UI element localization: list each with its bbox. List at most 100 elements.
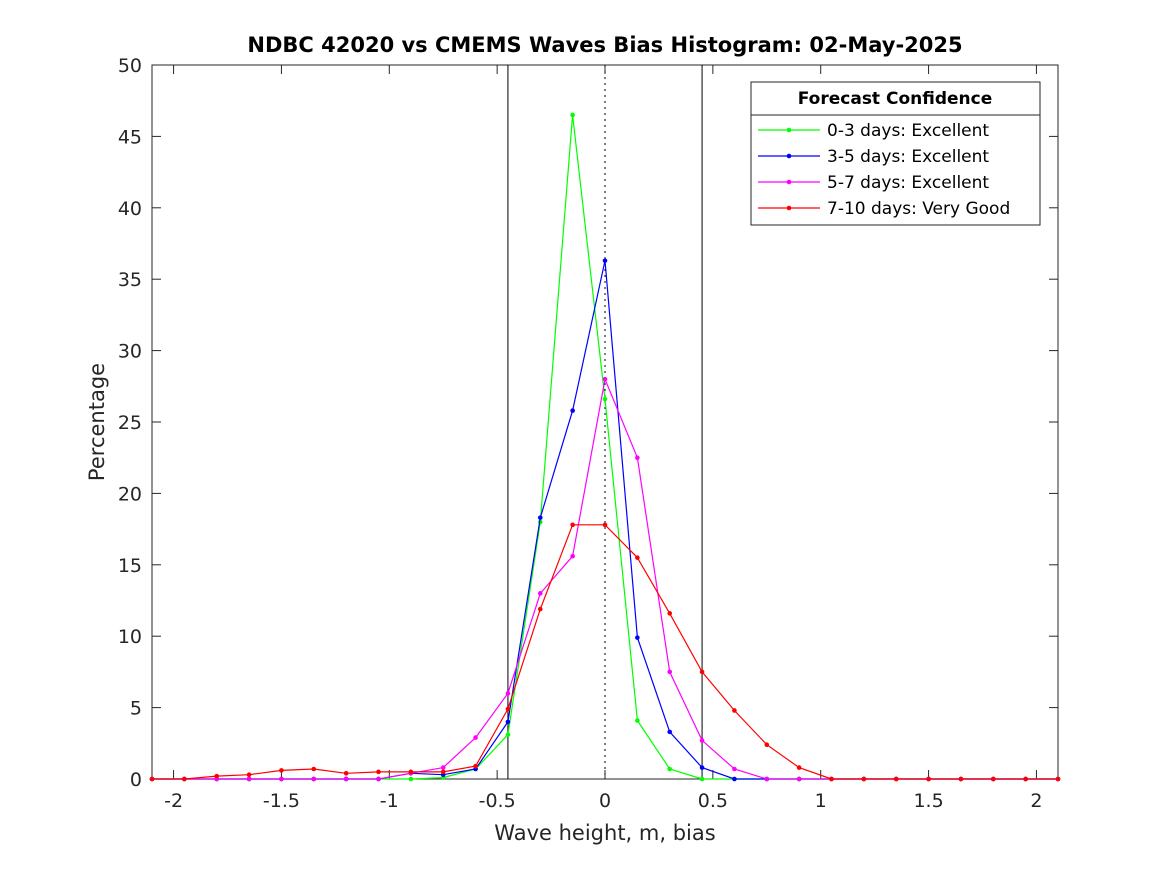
data-point (537, 606, 543, 612)
y-tick-label: 5 (130, 698, 142, 720)
data-point (570, 112, 575, 118)
data-point (829, 776, 834, 782)
data-point (764, 776, 770, 782)
legend-entry-label: 7-10 days: Very Good (827, 199, 1010, 219)
reference-lines (507, 65, 703, 779)
data-point (602, 258, 608, 263)
data-point (149, 776, 155, 782)
data-point (570, 553, 575, 559)
data-point (635, 455, 640, 461)
x-tick-label: -0.5 (479, 790, 516, 812)
data-point (376, 776, 381, 782)
data-point (505, 719, 511, 725)
data-point (505, 706, 511, 712)
data-point (279, 768, 284, 773)
data-point (1023, 776, 1028, 782)
x-axis-ticks: -2 -1.5 -1 -0.5 0 0.5 1 1.5 2 (164, 65, 1042, 812)
data-point (376, 769, 381, 775)
legend-marker (786, 127, 792, 133)
data-point (861, 776, 867, 782)
legend-entry-label: 5-7 days: Excellent (827, 173, 989, 193)
data-point (440, 769, 446, 775)
y-tick-label: 35 (118, 269, 142, 291)
data-point (699, 765, 705, 770)
data-point (602, 376, 608, 382)
x-tick-label: 0 (599, 790, 611, 812)
data-point (408, 769, 414, 775)
legend-box (750, 81, 1041, 226)
legend-entry-label: 3-5 days: Excellent (827, 147, 989, 167)
chart-title: NDBC 42020 vs CMEMS Waves Bias Histogram… (247, 33, 962, 57)
data-point (440, 765, 446, 770)
data-point (667, 669, 673, 675)
y-axis-ticks: 0 5 10 15 20 25 30 35 40 45 50 (118, 55, 1058, 791)
x-tick-label: -1 (380, 790, 399, 812)
y-tick-label: 50 (118, 55, 142, 77)
y-tick-label: 0 (130, 769, 142, 791)
x-tick-label: 1.5 (913, 790, 943, 812)
data-point (505, 691, 511, 696)
data-point (764, 742, 770, 748)
data-point (214, 773, 220, 779)
legend-marker (786, 205, 792, 211)
data-point (699, 776, 705, 782)
data-point (473, 763, 478, 769)
data-point (893, 776, 899, 782)
legend-title: Forecast Confidence (798, 89, 993, 109)
data-point (796, 776, 802, 782)
series-3 (149, 522, 1061, 782)
x-tick-label: 1 (815, 790, 827, 812)
y-tick-label: 15 (118, 555, 142, 577)
data-point (311, 766, 317, 772)
data-point (602, 396, 608, 402)
data-point (635, 718, 640, 723)
data-point (246, 776, 252, 782)
data-point (699, 669, 705, 675)
series-group (149, 112, 1061, 782)
data-point (732, 708, 737, 713)
data-point (279, 776, 284, 782)
y-tick-label: 25 (118, 412, 142, 434)
x-tick-label: -1.5 (263, 790, 300, 812)
data-point (473, 735, 478, 740)
data-point (537, 515, 543, 520)
data-point (602, 522, 608, 528)
x-tick-label: 0.5 (698, 790, 728, 812)
legend-entries: 0-3 days: Excellent 3-5 days: Excellent 5-… (758, 121, 1010, 219)
data-point (667, 729, 673, 735)
y-tick-label: 30 (118, 341, 142, 363)
data-point (343, 776, 349, 782)
y-tick-label: 45 (118, 126, 142, 148)
legend-entry-label: 0-3 days: Excellent (827, 121, 989, 141)
data-point (732, 776, 737, 782)
data-point (311, 776, 317, 782)
legend-marker (786, 179, 792, 185)
data-point (408, 776, 414, 782)
data-point (570, 408, 575, 413)
data-point (796, 765, 802, 770)
y-tick-label: 10 (118, 626, 142, 648)
y-axis-label: Percentage (85, 363, 109, 481)
data-point (537, 591, 543, 596)
data-point (990, 776, 996, 782)
data-point (926, 776, 931, 782)
data-point (958, 776, 964, 782)
y-tick-label: 40 (118, 198, 142, 220)
data-point (732, 766, 737, 772)
data-point (667, 611, 673, 616)
data-point (246, 772, 252, 778)
data-point (635, 555, 640, 560)
x-axis-label: Wave height, m, bias (494, 821, 715, 845)
data-point (699, 738, 705, 743)
data-point (570, 522, 575, 528)
legend-marker (786, 153, 792, 159)
x-tick-label: 2 (1030, 790, 1042, 812)
data-point (182, 776, 187, 782)
y-tick-label: 20 (118, 483, 142, 505)
data-point (343, 770, 349, 776)
legend: Forecast Confidence 0-3 days: Excellent 3… (750, 81, 1041, 226)
data-point (1055, 776, 1061, 782)
x-tick-label: -2 (164, 790, 183, 812)
data-point (635, 635, 640, 640)
